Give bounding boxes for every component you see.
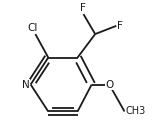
Text: N: N [22, 79, 29, 90]
Text: F: F [118, 21, 123, 31]
Text: F: F [80, 3, 86, 13]
Text: O: O [105, 79, 113, 90]
Text: CH3: CH3 [126, 107, 146, 116]
Text: Cl: Cl [27, 23, 38, 33]
